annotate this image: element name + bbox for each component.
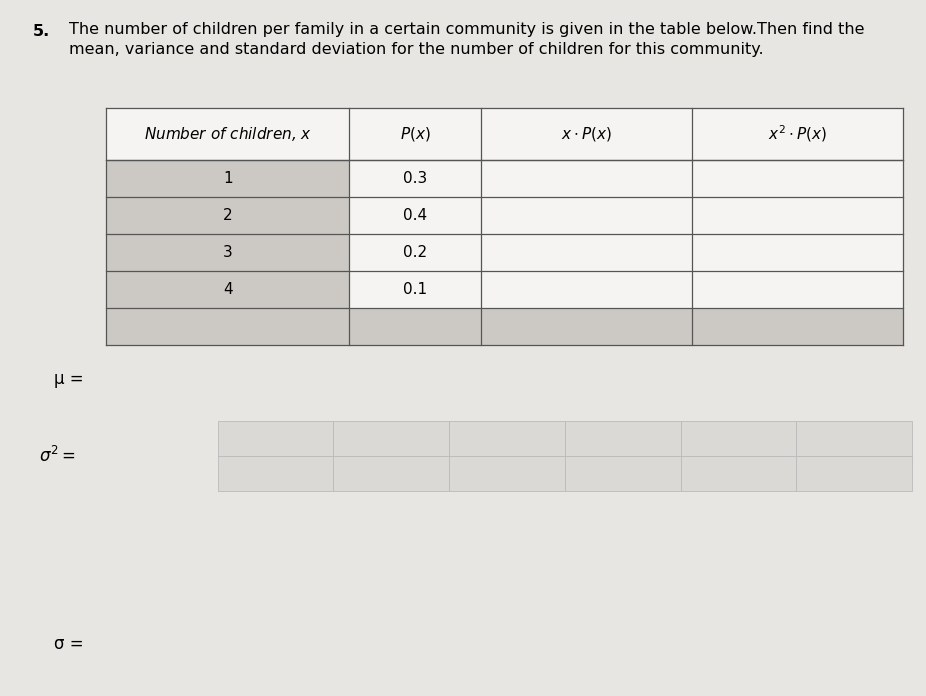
Bar (481, 308, 692, 345)
Bar (349, 308, 481, 345)
Bar (681, 421, 796, 456)
Text: $\sigma^2 =$: $\sigma^2 =$ (39, 446, 76, 466)
Bar (106, 108, 903, 160)
Text: $x \cdot P(x)$: $x \cdot P(x)$ (561, 125, 612, 143)
Text: 4: 4 (223, 282, 232, 296)
Bar (106, 197, 349, 234)
Text: 0.2: 0.2 (403, 245, 427, 260)
Bar (481, 271, 692, 308)
Bar (106, 234, 349, 271)
Bar (481, 197, 692, 234)
Text: $x^2 \cdot P(x)$: $x^2 \cdot P(x)$ (768, 124, 827, 144)
Text: 0.3: 0.3 (403, 171, 427, 186)
Text: 0.1: 0.1 (403, 282, 427, 296)
Bar (692, 160, 903, 197)
Bar (333, 421, 449, 456)
Bar (106, 271, 349, 308)
Text: The number of children per family in a certain community is given in the table b: The number of children per family in a c… (69, 22, 865, 38)
Bar (692, 271, 903, 308)
Text: 1: 1 (223, 171, 232, 186)
Text: mean, variance and standard deviation for the number of children for this commun: mean, variance and standard deviation fo… (69, 42, 764, 57)
Text: $P(x)$: $P(x)$ (400, 125, 431, 143)
Bar (218, 421, 333, 456)
Bar (796, 456, 912, 491)
Bar (481, 160, 692, 197)
Bar (681, 456, 796, 491)
Text: 0.4: 0.4 (403, 208, 427, 223)
Text: 2: 2 (223, 208, 232, 223)
Bar (349, 160, 481, 197)
Bar (692, 234, 903, 271)
Bar (349, 234, 481, 271)
Bar (481, 234, 692, 271)
Bar (565, 421, 681, 456)
Bar (449, 421, 565, 456)
Bar (565, 456, 681, 491)
Text: 5.: 5. (32, 24, 50, 40)
Text: Number of children, $x$: Number of children, $x$ (144, 125, 312, 143)
Bar (692, 197, 903, 234)
Text: μ =: μ = (54, 370, 83, 388)
Bar (106, 308, 349, 345)
Bar (692, 308, 903, 345)
Bar (796, 421, 912, 456)
Text: σ =: σ = (54, 635, 83, 653)
Text: 3: 3 (223, 245, 232, 260)
Bar (333, 456, 449, 491)
Bar (449, 456, 565, 491)
Bar (106, 160, 349, 197)
Bar (218, 456, 333, 491)
Bar (349, 271, 481, 308)
Bar (349, 197, 481, 234)
